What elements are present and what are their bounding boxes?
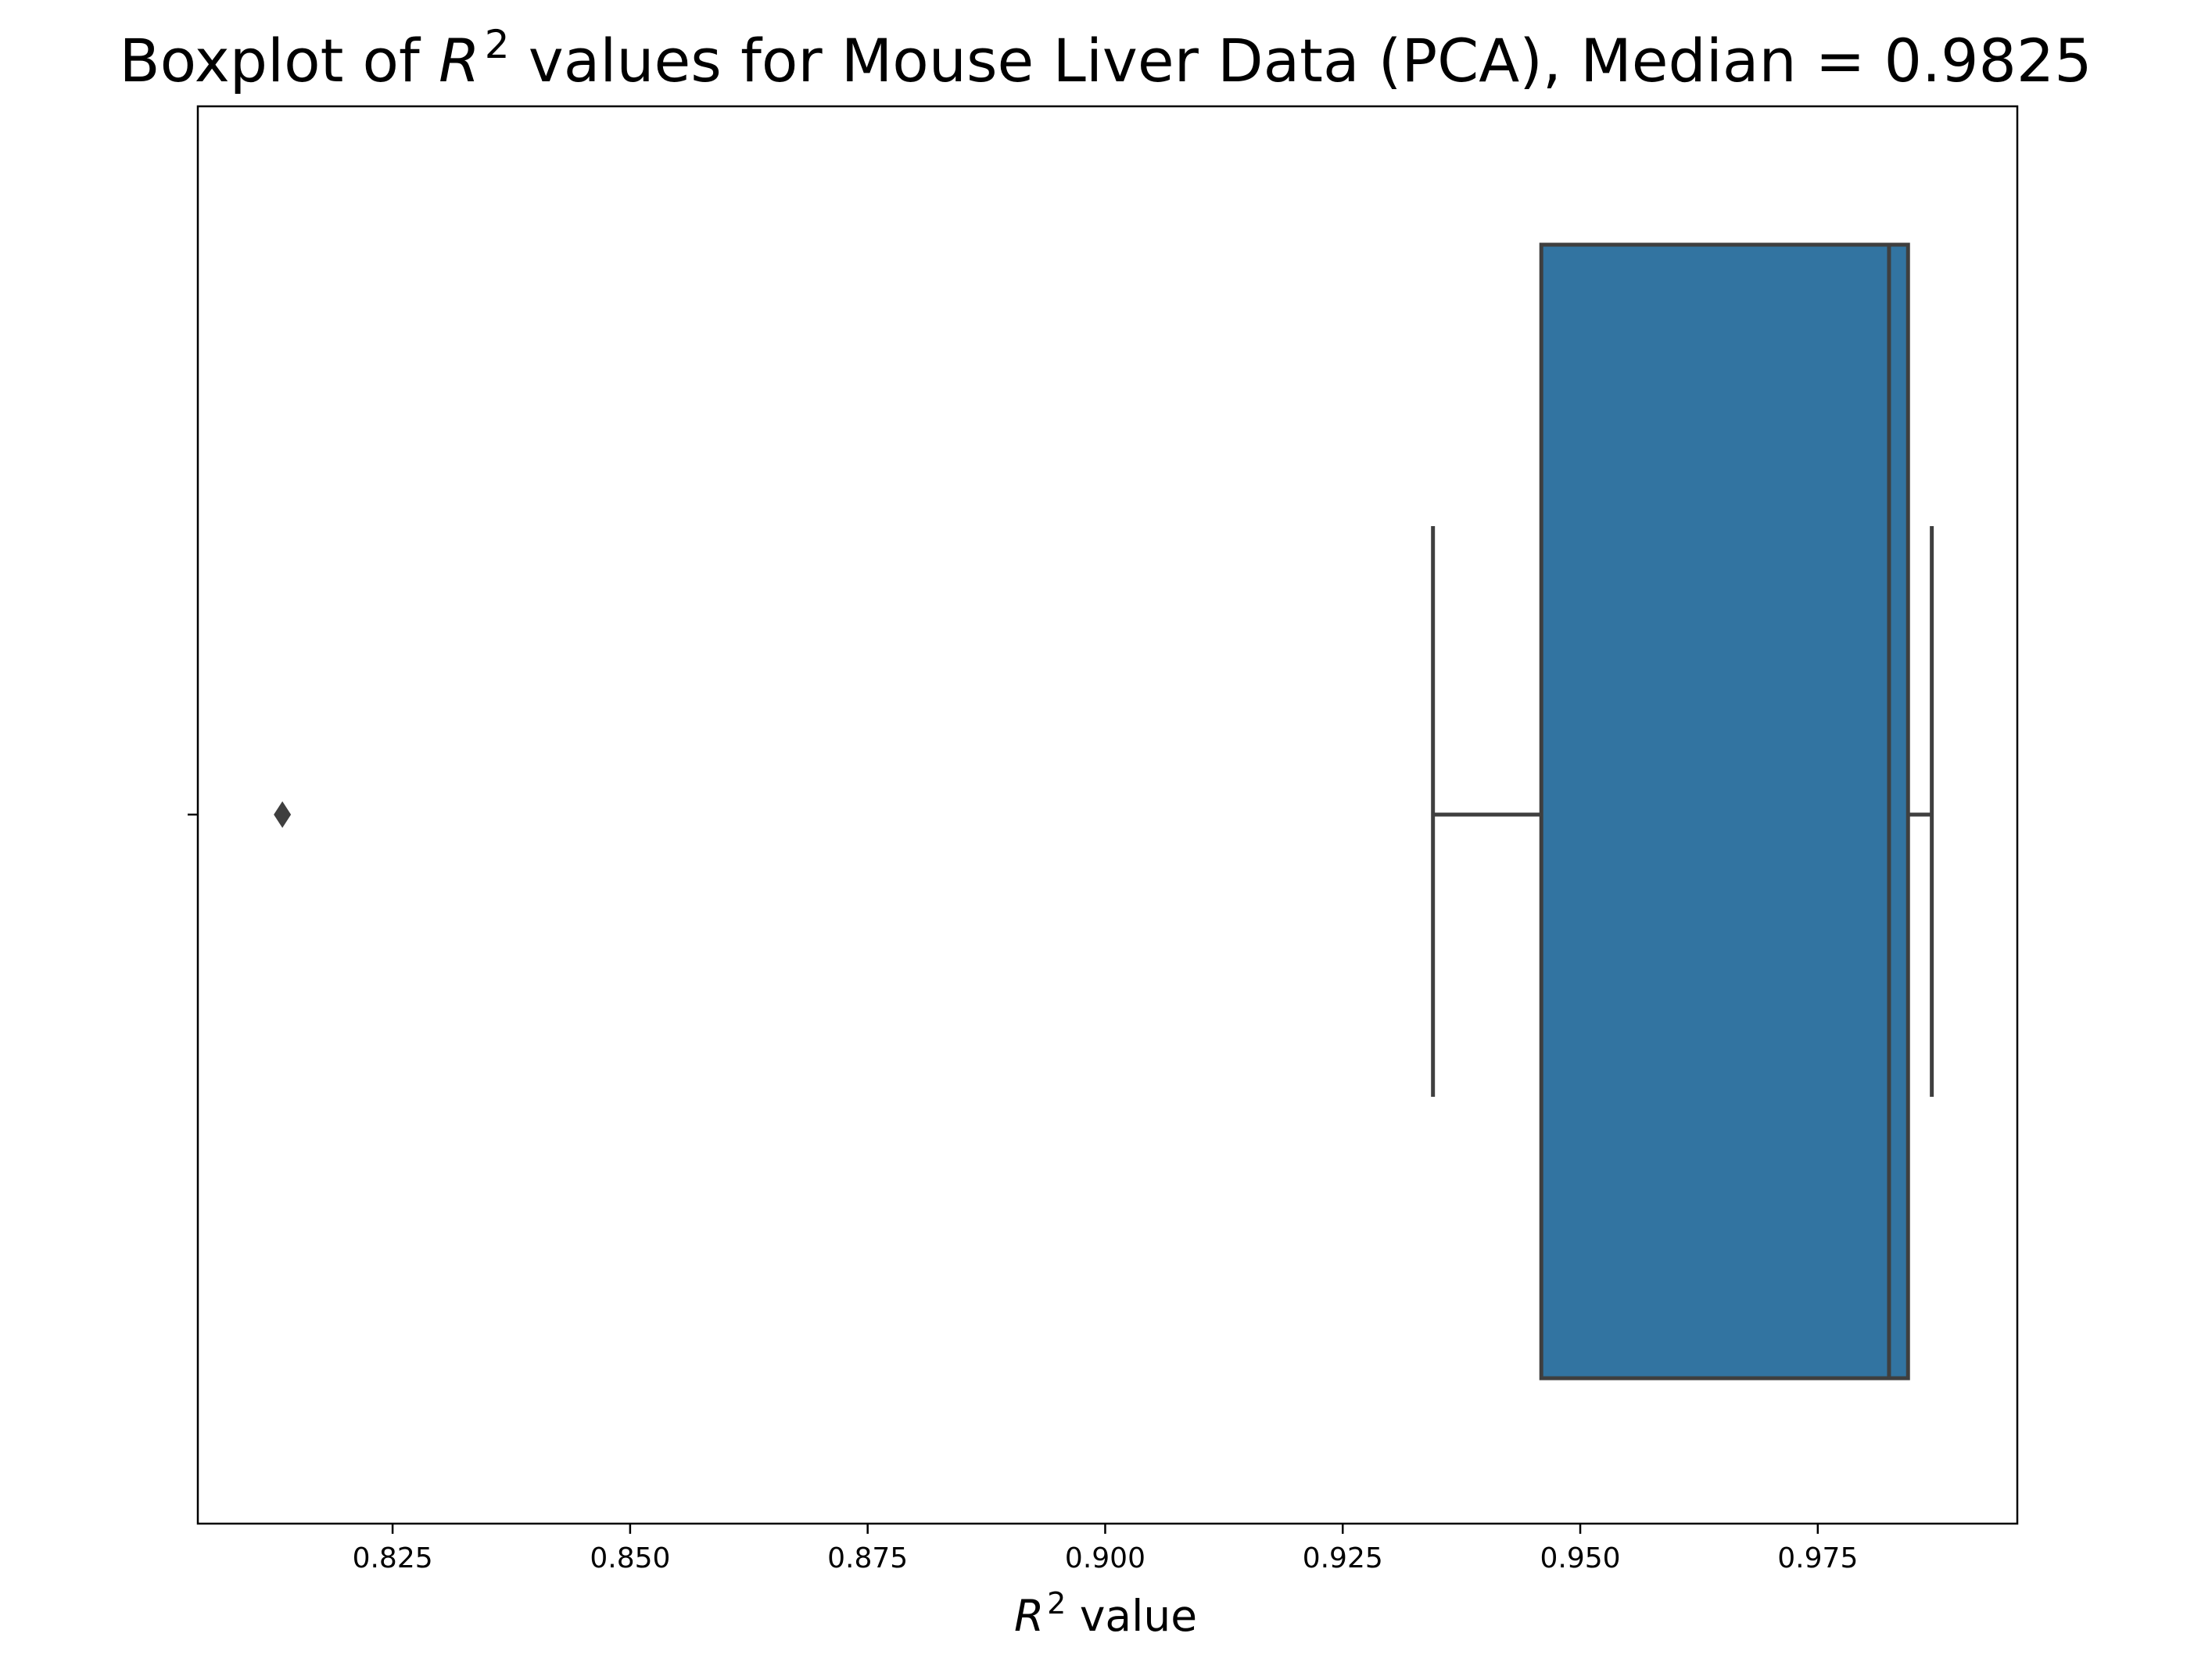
title-suffix: values for Mouse Liver Data (PCA), Media… <box>510 26 2092 95</box>
x-tick-label: 0.875 <box>827 1542 908 1574</box>
x-tick-label: 0.825 <box>353 1542 433 1574</box>
xlabel-suffix: value <box>1066 1591 1197 1641</box>
title-superscript: 2 <box>485 22 510 67</box>
x-tick-label: 0.850 <box>590 1542 670 1574</box>
title-prefix: Boxplot of <box>119 26 439 95</box>
iqr-box <box>1539 242 1910 1381</box>
x-tick-label: 0.975 <box>1777 1542 1858 1574</box>
x-tick-label: 0.925 <box>1303 1542 1383 1574</box>
xlabel-superscript: 2 <box>1047 1586 1066 1621</box>
x-tick-label: 0.950 <box>1540 1542 1621 1574</box>
outlier-point <box>274 801 292 828</box>
outlier-points <box>274 801 292 828</box>
x-tick-label: 0.900 <box>1065 1542 1145 1574</box>
x-axis-ticks: 0.825 0.850 0.875 0.900 0.925 0.950 0.975 <box>353 1524 1858 1574</box>
title-symbol: R <box>439 26 480 95</box>
xlabel-symbol: R <box>1014 1591 1044 1641</box>
